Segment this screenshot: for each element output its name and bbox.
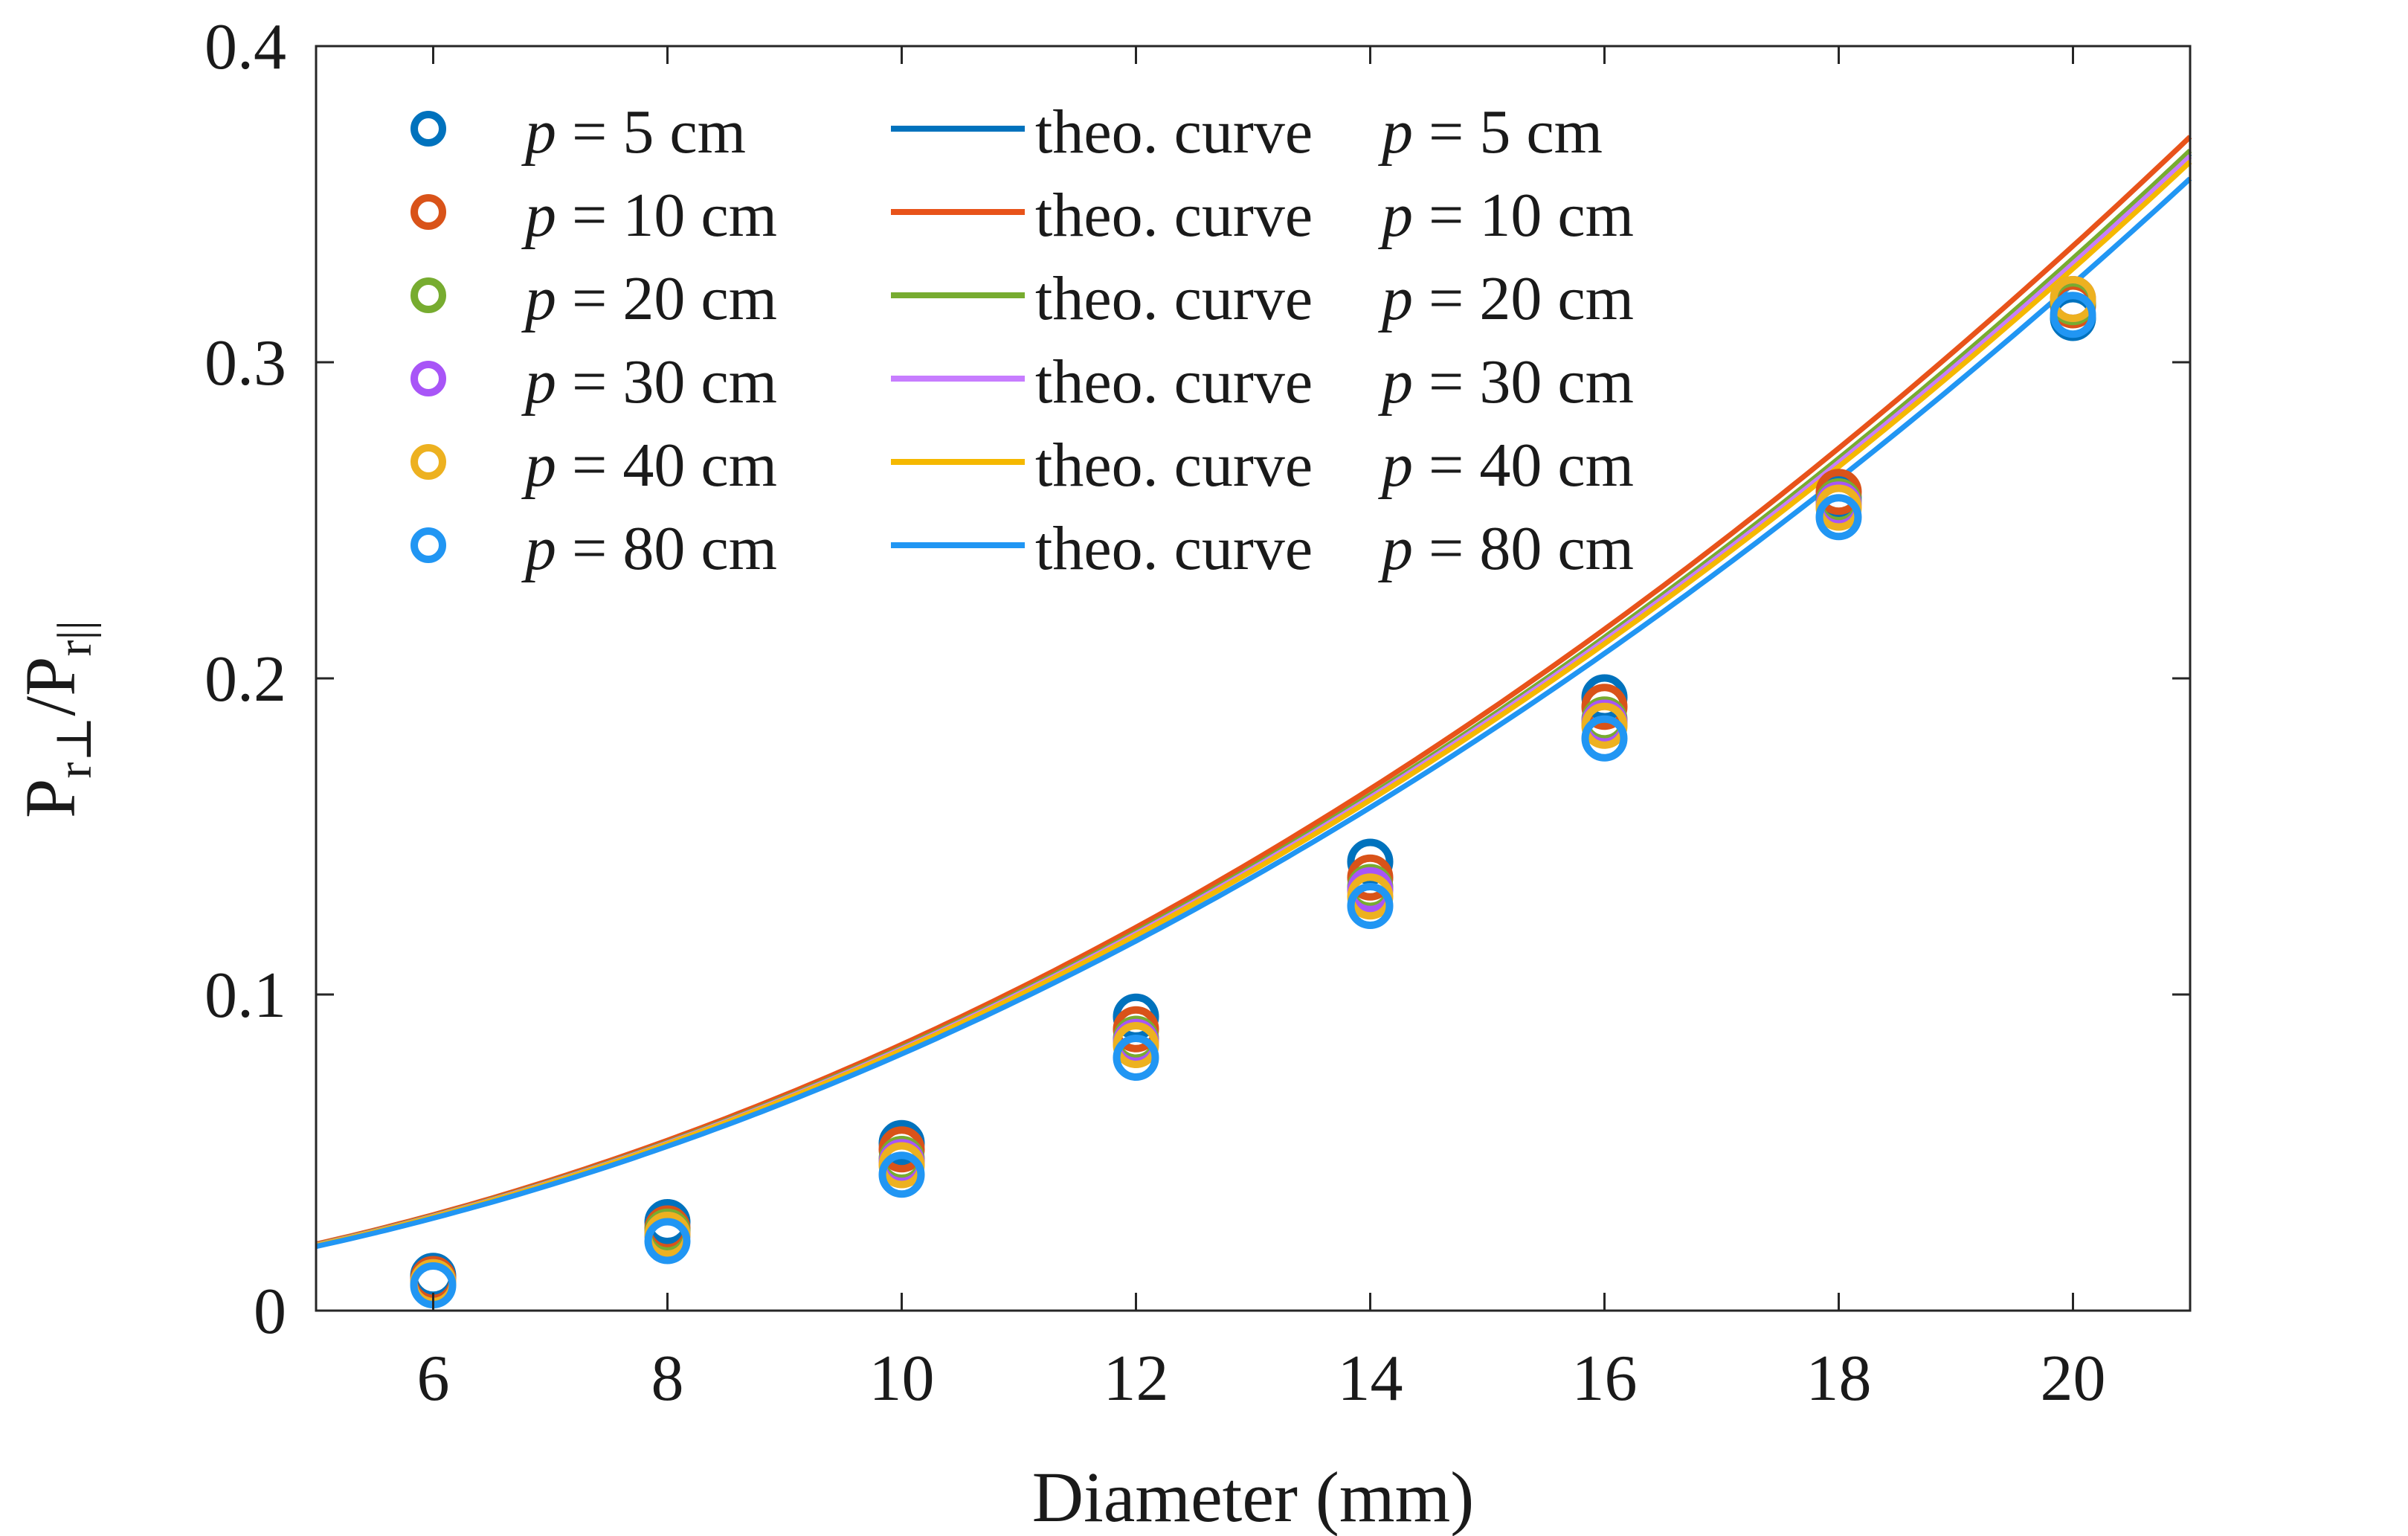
legend: p = 5 cm theo. curve p = 5 cm p = 10 cm the… (411, 97, 1634, 583)
x-tick-label: 16 (1572, 1343, 1638, 1415)
svg-text:Pr⊥/Pr||: Pr⊥/Pr|| (10, 620, 102, 818)
y-tick-label: 0.1 (205, 960, 286, 1032)
legend-theory-label-1: theo. curve p = 10 cm (1035, 181, 1634, 250)
legend-label-0: p = 5 cm (521, 97, 746, 167)
theory-curves (315, 135, 2192, 1250)
data-point-series-4 (2050, 276, 2096, 322)
data-point-series-5 (2050, 292, 2096, 338)
legend-theory-label-4: theo. curve p = 40 cm (1035, 431, 1634, 500)
legend-marker-4 (411, 444, 446, 480)
legend-theory-label-5: theo. curve p = 80 cm (1035, 514, 1634, 583)
x-axis-label: Diameter (mm) (1032, 1457, 1474, 1536)
y-label-main: P (10, 779, 90, 818)
y-tick-label: 0.2 (205, 643, 286, 716)
x-tick-label: 20 (2041, 1343, 2106, 1415)
legend-marker-0 (411, 111, 446, 147)
y-tick-label: 0.4 (205, 11, 286, 83)
legend-theory-label-3: theo. curve p = 30 cm (1035, 347, 1634, 417)
data-markers (410, 276, 2096, 1308)
x-tick-label: 10 (869, 1343, 935, 1415)
data-point-series-5 (1581, 715, 1628, 762)
legend-label-4: p = 40 cm (521, 431, 777, 500)
theory-curve-5 (315, 176, 2192, 1250)
data-point-series-5 (1815, 494, 1862, 541)
legend-marker-3 (411, 361, 446, 396)
axis-ticks (316, 45, 2190, 1312)
data-point-series-5 (878, 1151, 925, 1198)
legend-marker-1 (411, 194, 446, 230)
y-tick-labels: 0 0.1 0.2 0.3 0.4 (205, 11, 286, 1348)
legend-label-2: p = 20 cm (521, 264, 777, 333)
legend-label-3: p = 30 cm (521, 347, 777, 417)
legend-theory-label-0: theo. curve p = 5 cm (1035, 97, 1603, 167)
x-tick-label: 6 (417, 1343, 450, 1415)
y-label-sep: /P (10, 657, 90, 716)
plot-area (316, 46, 2190, 1311)
data-point-series-4 (1113, 1022, 1159, 1068)
x-tick-label: 14 (1338, 1343, 1403, 1415)
legend-marker-2 (411, 277, 446, 313)
legend-label-1: p = 10 cm (521, 181, 777, 250)
y-tick-label: 0.3 (205, 327, 286, 399)
x-tick-label: 18 (1806, 1343, 1872, 1415)
data-point-series-5 (1113, 1035, 1159, 1081)
x-tick-labels: 6 8 10 12 14 16 18 20 (417, 1343, 2106, 1415)
data-point-series-4 (1581, 702, 1628, 749)
x-tick-label: 8 (651, 1343, 684, 1415)
legend-theory-label-2: theo. curve p = 20 cm (1035, 264, 1634, 333)
legend-label-5: p = 80 cm (521, 514, 777, 583)
data-point-series-5 (1347, 883, 1394, 929)
x-tick-label: 12 (1104, 1343, 1169, 1415)
y-label-sub1: r⊥ (48, 716, 102, 779)
data-point-series-1 (1581, 684, 1628, 730)
y-label-sub2: r|| (48, 620, 102, 656)
data-point-series-0 (1347, 838, 1394, 885)
legend-marker-5 (411, 527, 446, 563)
y-axis-label: Pr⊥/Pr|| (10, 620, 102, 818)
data-point-series-5 (644, 1218, 691, 1265)
y-tick-label: 0 (254, 1276, 286, 1348)
